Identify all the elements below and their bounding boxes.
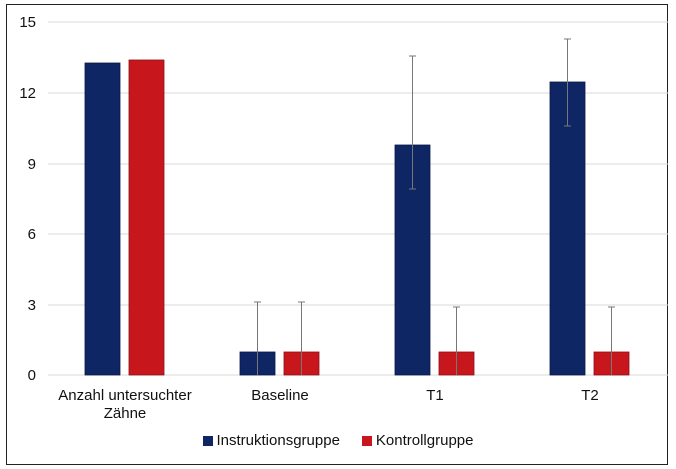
legend-item-instruktionsgruppe: Instruktionsgruppe (202, 432, 340, 449)
y-tick: 6 (28, 226, 36, 243)
legend: Instruktionsgruppe Kontrollgruppe (0, 432, 676, 449)
legend-swatch-icon (202, 435, 213, 446)
legend-label: Instruktionsgruppe (216, 432, 340, 449)
legend-swatch-icon (361, 435, 372, 446)
x-label-anzahl-line1: Anzahl untersuchter (58, 387, 191, 404)
x-label-t1: T1 (426, 387, 444, 404)
x-label-anzahl-line2: Zähne (104, 405, 147, 422)
bar-instruktion-t2 (549, 81, 586, 376)
bar-kontroll-anzahl (128, 59, 165, 376)
y-tick: 3 (28, 297, 36, 314)
legend-label: Kontrollgruppe (375, 432, 474, 449)
bar-instruktion-anzahl (84, 62, 121, 376)
y-tick: 15 (19, 14, 36, 31)
legend-item-kontrollgruppe: Kontrollgruppe (361, 432, 474, 449)
y-axis-ticks: 0 3 6 9 12 15 (19, 14, 36, 384)
x-label-baseline: Baseline (251, 387, 309, 404)
y-tick: 12 (19, 85, 36, 102)
y-tick: 9 (28, 156, 36, 173)
x-axis-labels: Anzahl untersuchter Zähne Baseline T1 T2 (58, 387, 598, 422)
y-tick: 0 (28, 367, 36, 384)
x-label-t2: T2 (581, 387, 599, 404)
error-bars (254, 38, 615, 375)
